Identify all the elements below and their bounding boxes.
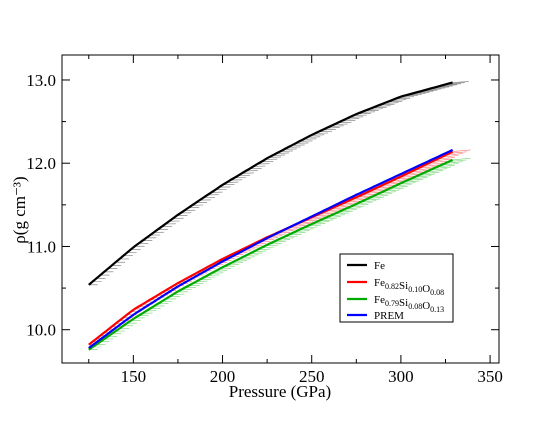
axes: 150 200 250 300 350 10.0 11.0 12.0 13.0 xyxy=(26,55,503,386)
legend-subscript: 0.82 xyxy=(385,282,399,291)
legend-label: Fe0.82Si0.10O0.08 xyxy=(374,277,444,297)
uncertainty-hatch xyxy=(88,81,469,286)
legend-subscript: 0.08 xyxy=(430,288,444,297)
legend-element-symbol: Fe xyxy=(374,294,385,306)
legend-subscript: 0.13 xyxy=(430,305,444,314)
legend-element-symbol: O xyxy=(422,300,430,312)
series-line xyxy=(88,148,454,349)
y-tick-label: 13.0 xyxy=(26,71,56,90)
legend-label: Fe xyxy=(374,260,385,272)
plot-frame xyxy=(61,54,500,364)
legend-element-symbol: Si xyxy=(399,297,408,309)
x-tick-label: 150 xyxy=(121,367,147,386)
legend-subscript: 0.79 xyxy=(385,299,399,308)
legend-subscript: 0.08 xyxy=(408,302,422,311)
legend-subscript: 0.10 xyxy=(408,285,422,294)
legend-element-symbol: Fe xyxy=(374,277,385,289)
x-tick-label: 200 xyxy=(210,367,236,386)
series-line xyxy=(88,158,454,351)
x-tick-label: 300 xyxy=(388,367,414,386)
series-lines xyxy=(88,81,454,351)
y-axis-title: ρ(g cm⁻³) xyxy=(10,176,29,243)
legend-label: Fe0.79Si0.08O0.13 xyxy=(374,294,444,314)
legend-element-symbol: O xyxy=(422,283,430,295)
legend-element-symbol: Si xyxy=(399,280,408,292)
y-tick-label: 12.0 xyxy=(26,154,56,173)
x-axis-title: Pressure (GPa) xyxy=(229,382,331,401)
uncertainty-hatch xyxy=(88,157,471,350)
x-tick-label: 250 xyxy=(299,367,325,386)
x-tick-label: 350 xyxy=(477,367,503,386)
y-tick-label: 11.0 xyxy=(27,237,56,256)
legend-label: PREM xyxy=(374,310,404,322)
series-line xyxy=(88,81,453,286)
y-tick-label: 10.0 xyxy=(26,321,56,340)
